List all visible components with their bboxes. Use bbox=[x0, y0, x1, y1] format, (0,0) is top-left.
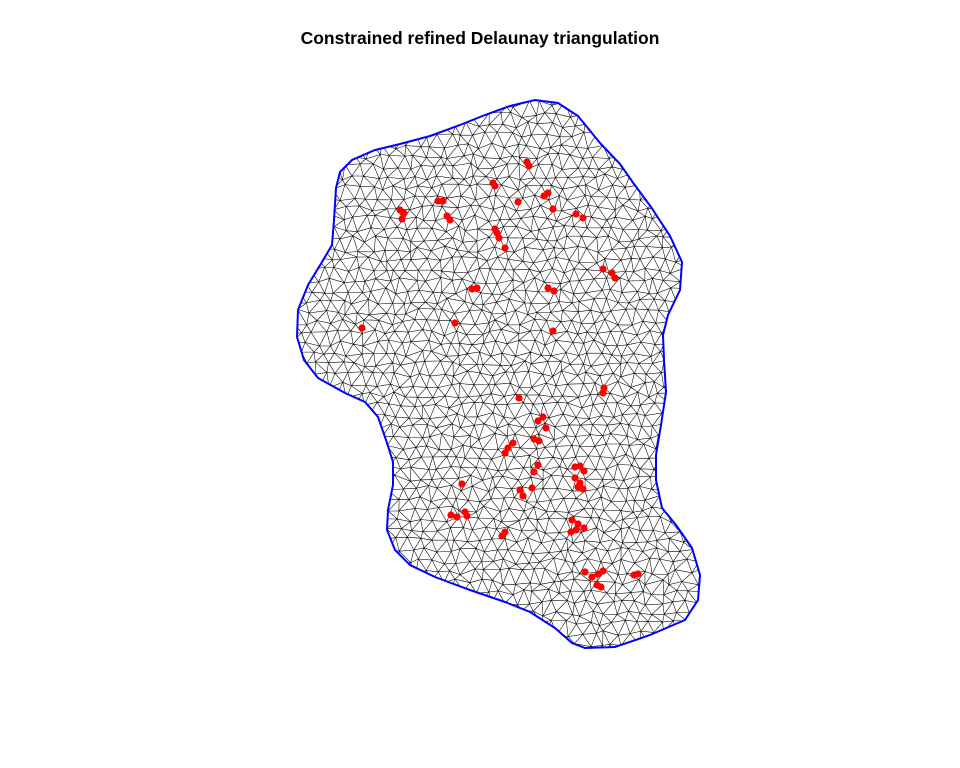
observation-point bbox=[542, 424, 550, 432]
observation-points bbox=[358, 158, 642, 591]
observation-point bbox=[597, 583, 605, 591]
observation-point bbox=[498, 532, 506, 540]
observation-point bbox=[539, 413, 547, 421]
domain-boundary bbox=[295, 98, 702, 650]
observation-point bbox=[534, 417, 542, 425]
observation-point bbox=[400, 209, 408, 217]
observation-point bbox=[528, 484, 536, 492]
observation-point bbox=[439, 197, 447, 205]
observation-point bbox=[458, 480, 466, 488]
plot-title: Constrained refined Delaunay triangulati… bbox=[300, 28, 660, 48]
observation-point bbox=[398, 215, 406, 223]
observation-point bbox=[568, 516, 576, 524]
observation-point bbox=[514, 198, 522, 206]
observation-point bbox=[519, 492, 527, 500]
observation-point bbox=[544, 284, 552, 292]
observation-point bbox=[495, 234, 503, 242]
observation-point bbox=[491, 182, 499, 190]
observation-point bbox=[599, 567, 607, 575]
observation-point bbox=[599, 389, 607, 397]
observation-point bbox=[544, 189, 552, 197]
observation-point bbox=[549, 205, 557, 213]
observation-point bbox=[611, 274, 619, 282]
observation-point bbox=[434, 197, 442, 205]
observation-point bbox=[451, 319, 459, 327]
observation-point bbox=[571, 474, 579, 482]
observation-point bbox=[534, 461, 542, 469]
observation-point bbox=[447, 511, 455, 519]
observation-point bbox=[581, 568, 589, 576]
observation-point bbox=[580, 467, 588, 475]
observation-point bbox=[572, 526, 580, 534]
observation-point bbox=[574, 483, 582, 491]
observation-point bbox=[634, 570, 642, 578]
observation-point bbox=[572, 210, 580, 218]
observation-point bbox=[501, 449, 509, 457]
observation-point bbox=[574, 520, 582, 528]
observation-point bbox=[446, 216, 454, 224]
observation-point bbox=[509, 439, 517, 447]
observation-point bbox=[535, 437, 543, 445]
observation-point bbox=[588, 573, 596, 581]
observation-point bbox=[549, 327, 557, 335]
observation-point bbox=[516, 486, 524, 494]
observation-point bbox=[463, 512, 471, 520]
observation-point bbox=[453, 513, 461, 521]
observation-point bbox=[525, 162, 533, 170]
observation-point bbox=[579, 214, 587, 222]
observation-point bbox=[580, 524, 588, 532]
observation-point bbox=[550, 287, 558, 295]
observation-point bbox=[576, 462, 584, 470]
observation-point bbox=[473, 284, 481, 292]
observation-point bbox=[501, 244, 509, 252]
observation-point bbox=[599, 265, 607, 273]
observation-point bbox=[358, 324, 366, 332]
observation-point bbox=[530, 468, 538, 476]
observation-point bbox=[515, 394, 523, 402]
